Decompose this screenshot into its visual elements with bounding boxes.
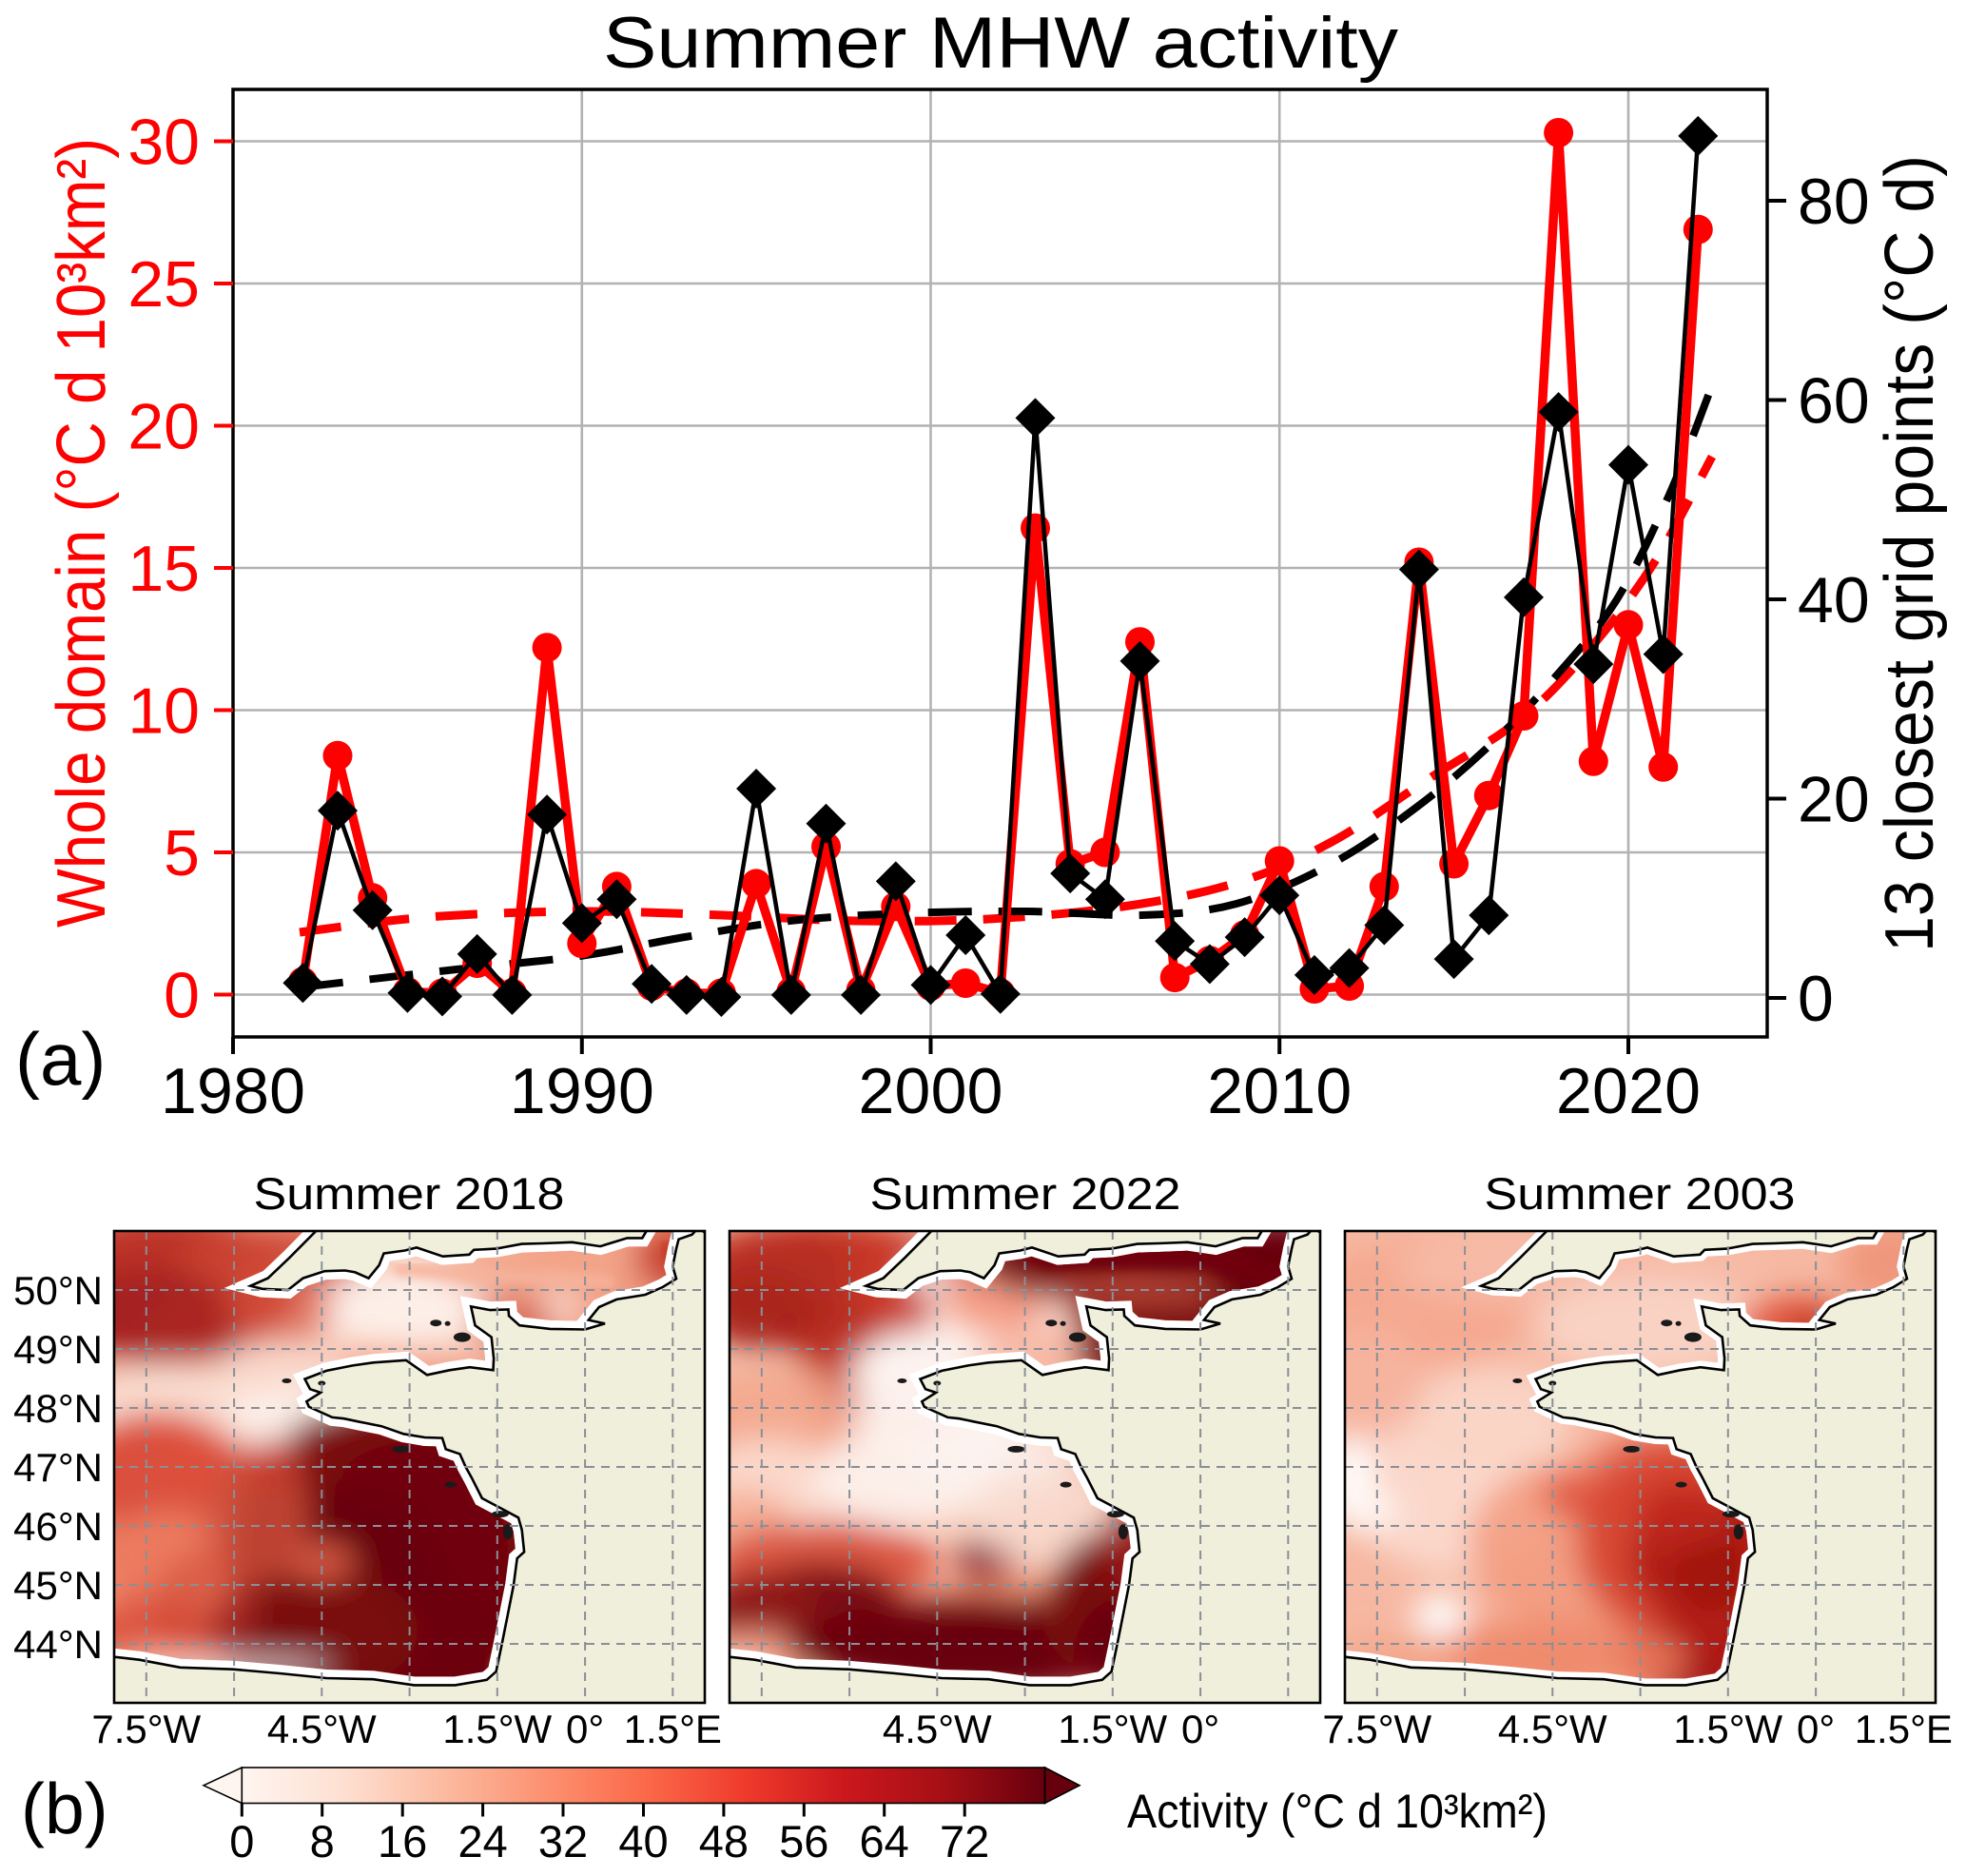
svg-text:1990: 1990 <box>510 1055 654 1127</box>
svg-text:10: 10 <box>127 675 200 748</box>
svg-text:7.5°W: 7.5°W <box>1322 1707 1431 1751</box>
svg-text:48°N: 48°N <box>13 1386 103 1431</box>
svg-text:2010: 2010 <box>1207 1055 1352 1127</box>
svg-text:1.5°E: 1.5°E <box>1855 1707 1953 1751</box>
svg-text:Summer 2003: Summer 2003 <box>1485 1168 1796 1219</box>
svg-text:0°: 0° <box>566 1707 604 1751</box>
svg-text:Summer 2022: Summer 2022 <box>870 1168 1181 1219</box>
svg-text:0: 0 <box>164 960 200 1032</box>
svg-text:44°N: 44°N <box>13 1622 103 1667</box>
svg-text:8: 8 <box>310 1816 335 1866</box>
svg-text:13 closest grid points (°C d): 13 closest grid points (°C d) <box>1872 155 1948 952</box>
svg-text:0°: 0° <box>1181 1707 1219 1751</box>
svg-text:4.5°W: 4.5°W <box>1498 1707 1607 1751</box>
svg-text:5: 5 <box>164 817 200 889</box>
svg-text:30: 30 <box>127 107 200 179</box>
svg-text:47°N: 47°N <box>13 1445 103 1490</box>
svg-text:48: 48 <box>699 1816 749 1866</box>
svg-text:(a): (a) <box>15 1017 106 1101</box>
svg-text:1.5°W: 1.5°W <box>1058 1707 1167 1751</box>
svg-text:80: 80 <box>1798 166 1870 238</box>
svg-text:60: 60 <box>1798 365 1870 438</box>
svg-text:2000: 2000 <box>859 1055 1003 1127</box>
svg-text:4.5°W: 4.5°W <box>883 1707 992 1751</box>
svg-text:16: 16 <box>378 1816 427 1866</box>
svg-text:20: 20 <box>1798 764 1870 836</box>
svg-text:1.5°W: 1.5°W <box>442 1707 552 1751</box>
svg-text:40: 40 <box>1798 564 1870 636</box>
svg-text:Whole domain (°C d 10³km²): Whole domain (°C d 10³km²) <box>44 138 120 928</box>
svg-text:24: 24 <box>457 1816 507 1866</box>
svg-text:25: 25 <box>127 248 200 321</box>
svg-text:32: 32 <box>538 1816 588 1866</box>
svg-text:20: 20 <box>127 391 200 463</box>
svg-text:46°N: 46°N <box>13 1504 103 1549</box>
svg-text:64: 64 <box>860 1816 909 1866</box>
svg-text:1980: 1980 <box>161 1055 305 1127</box>
svg-text:Summer 2018: Summer 2018 <box>254 1168 565 1219</box>
svg-text:7.5°W: 7.5°W <box>91 1707 201 1751</box>
svg-text:49°N: 49°N <box>13 1327 103 1372</box>
svg-text:15: 15 <box>127 533 200 605</box>
svg-text:0: 0 <box>1798 963 1834 1035</box>
svg-text:1.5°E: 1.5°E <box>624 1707 722 1751</box>
svg-text:0°: 0° <box>1797 1707 1835 1751</box>
svg-text:0: 0 <box>229 1816 254 1866</box>
svg-text:40: 40 <box>618 1816 668 1866</box>
svg-text:45°N: 45°N <box>13 1563 103 1608</box>
svg-text:(b): (b) <box>21 1769 108 1848</box>
svg-text:56: 56 <box>779 1816 828 1866</box>
svg-text:Activity (°C d 10³km²): Activity (°C d 10³km²) <box>1127 1785 1547 1838</box>
svg-text:2020: 2020 <box>1556 1055 1701 1127</box>
svg-text:50°N: 50°N <box>13 1268 103 1313</box>
svg-text:72: 72 <box>940 1816 989 1866</box>
svg-text:Summer MHW activity: Summer MHW activity <box>603 3 1398 84</box>
svg-text:4.5°W: 4.5°W <box>267 1707 377 1751</box>
svg-text:1.5°W: 1.5°W <box>1673 1707 1782 1751</box>
